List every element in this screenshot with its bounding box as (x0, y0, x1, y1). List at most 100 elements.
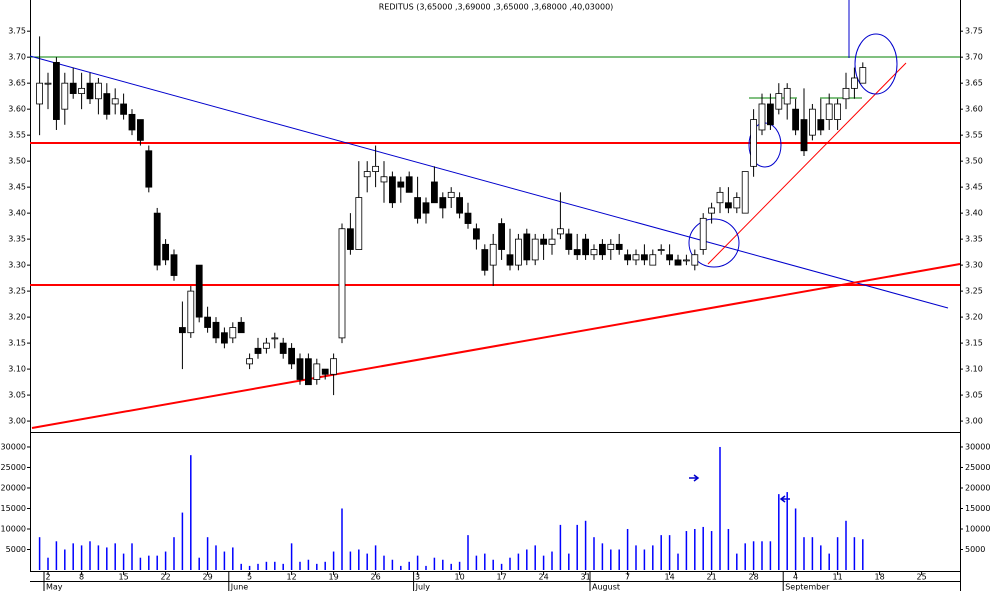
volume-bar (248, 565, 251, 570)
volume-bar (122, 553, 125, 570)
candle-body (153, 212, 161, 266)
candle-body (355, 197, 363, 250)
volume-bar (576, 524, 578, 570)
arrow (779, 495, 790, 503)
volume-bar (593, 537, 595, 570)
y-tick-label: 5000 (965, 545, 985, 554)
candle-body (506, 254, 514, 266)
volume-bar (425, 565, 427, 570)
frame (30, 0, 961, 591)
volume-bar (358, 549, 360, 570)
volume-bar (710, 531, 713, 570)
month-label: August (592, 583, 620, 591)
volume-bar (173, 537, 175, 570)
x-tick-label: 10 (455, 573, 465, 582)
candle-body (103, 93, 111, 115)
candle-body (388, 176, 396, 204)
candle-body (145, 150, 153, 188)
volume-bar (626, 528, 629, 570)
y-tick-label: 10000 (1, 524, 26, 533)
candle-body (632, 254, 640, 261)
candle-body (111, 98, 119, 105)
candle-body (321, 368, 329, 375)
trend-line (707, 62, 907, 265)
volume-bar (114, 543, 116, 570)
candle-body (699, 217, 707, 250)
volume-bar (400, 565, 402, 570)
candle-body (120, 103, 127, 115)
x-tick-label: 29 (203, 573, 213, 582)
y-tick-label: 3.40 (8, 209, 26, 218)
candle-body (136, 119, 144, 141)
month-label: May (46, 583, 63, 591)
candle-body (53, 61, 60, 120)
volume-bar (316, 563, 318, 570)
volume-bar (341, 508, 343, 570)
volume-bar (139, 557, 142, 570)
candle-body (666, 254, 673, 261)
y-tick-label: 15000 (1, 504, 26, 513)
candle-body (649, 254, 657, 266)
volume-bar (89, 541, 91, 570)
candle-body (36, 82, 43, 105)
volume-bar (215, 545, 217, 570)
candle-body (725, 202, 732, 209)
candle-body (683, 259, 690, 262)
candle-body (414, 197, 422, 219)
volume-bar (803, 537, 805, 570)
volume-bar (752, 541, 755, 570)
volume-bar (64, 549, 66, 570)
x-tick-label: 17 (497, 573, 507, 582)
volume-bar (635, 545, 637, 570)
y-tick-label: 3.70 (965, 53, 983, 62)
candle-body (330, 358, 338, 375)
candle-body (204, 316, 212, 328)
candle-body (128, 113, 136, 131)
candle-body (531, 238, 539, 261)
month-label: July (415, 583, 431, 591)
y-tick-label: 15000 (965, 504, 990, 513)
x-tick-label: 8 (79, 573, 84, 582)
candle-body (271, 337, 279, 340)
y-tick-label: 3.75 (965, 27, 983, 36)
candle-body (641, 254, 648, 261)
candle-body (842, 87, 850, 100)
volume-bar (181, 512, 184, 570)
y-tick-label: 25000 (1, 463, 26, 472)
volume-bar (534, 545, 536, 570)
volume-bar (391, 559, 394, 570)
candle-body (464, 212, 472, 224)
y-tick-label: 3.20 (965, 313, 983, 322)
volume-bar (458, 561, 461, 570)
candle-body (767, 103, 774, 126)
candle-body (825, 103, 833, 120)
volume-bar (517, 553, 520, 570)
volume-bar (383, 555, 385, 570)
candle-body (624, 254, 631, 261)
volume-bar (265, 561, 268, 570)
volume-bar (164, 551, 167, 570)
candle-body (800, 119, 808, 152)
candle-body (363, 171, 371, 178)
volume-bar (862, 539, 864, 570)
candle-body (565, 233, 573, 250)
candle-body (716, 191, 724, 204)
volume-bar (416, 555, 419, 570)
candle-body (615, 243, 623, 250)
candle-body (548, 238, 556, 245)
y-tick-label: 3.50 (965, 157, 983, 166)
candle-body (481, 249, 489, 271)
volume-bar (198, 557, 200, 570)
volume-bar (778, 494, 780, 570)
y-tick-label: 3.15 (8, 339, 26, 348)
candle-body (220, 332, 228, 344)
candle-body (372, 165, 380, 172)
volume-bar (408, 561, 410, 570)
x-tick-label: 4 (793, 573, 798, 582)
chart-title: REDITUS (3,65000 ,3,69000 ,3,65000 ,3,68… (379, 3, 614, 12)
x-tick-label: 28 (749, 573, 759, 582)
volume-bar (820, 545, 822, 570)
volume-bar (727, 528, 730, 570)
